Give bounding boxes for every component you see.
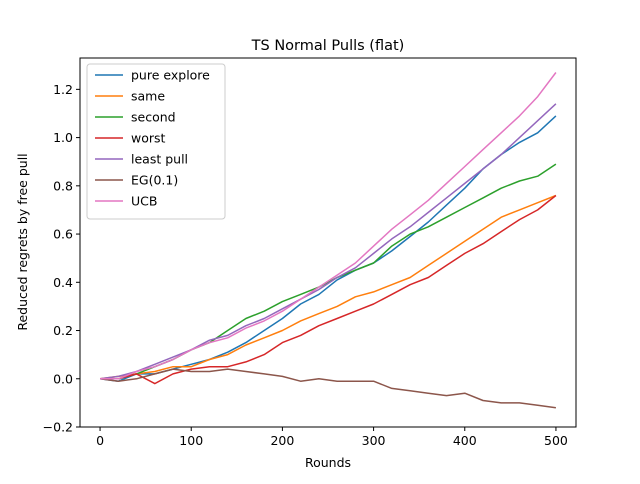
y-tick-label: 1.2	[53, 82, 73, 97]
series-line-same	[100, 194, 557, 380]
series-line-eg-0-1	[100, 368, 556, 409]
legend-label: worst	[131, 131, 166, 146]
y-tick-label: 0.6	[53, 227, 73, 242]
x-tick-label: 200	[270, 433, 294, 448]
x-axis-ticks: 0 100 200 300 400 500	[96, 427, 568, 448]
x-tick-label: 400	[453, 433, 477, 448]
x-tick-label: 300	[362, 433, 386, 448]
series-line-ucb	[100, 72, 557, 380]
series-line-least-pull	[100, 103, 557, 380]
legend-label: second	[131, 110, 176, 125]
legend-label: UCB	[131, 194, 157, 209]
chart-title: TS Normal Pulls (flat)	[251, 38, 405, 54]
y-tick-label: −0.2	[43, 420, 73, 435]
series-line-worst	[100, 194, 557, 385]
x-axis-label: Rounds	[305, 455, 351, 470]
y-axis-label: Reduced regrets by free pull	[15, 153, 30, 330]
legend-label: same	[131, 89, 165, 104]
x-tick-label: 500	[544, 433, 568, 448]
y-tick-label: 0.2	[53, 323, 73, 338]
legend: pure explore same second worst least pull EG(…	[86, 63, 226, 220]
y-tick-label: 0.0	[53, 371, 73, 386]
x-tick-label: 0	[96, 433, 104, 448]
y-tick-label: 0.4	[53, 275, 73, 290]
legend-label: EG(0.1)	[131, 173, 178, 188]
plot-lines	[100, 72, 557, 409]
y-tick-label: 1.0	[53, 130, 73, 145]
y-axis-ticks: −0.2 0.0 0.2 0.4 0.6 0.8 1.0 1.2	[43, 82, 80, 435]
legend-label: least pull	[131, 152, 188, 167]
plot-frame	[79, 57, 577, 428]
y-tick-label: 0.8	[53, 178, 73, 193]
x-tick-label: 100	[179, 433, 203, 448]
legend-label: pure explore	[131, 68, 210, 83]
